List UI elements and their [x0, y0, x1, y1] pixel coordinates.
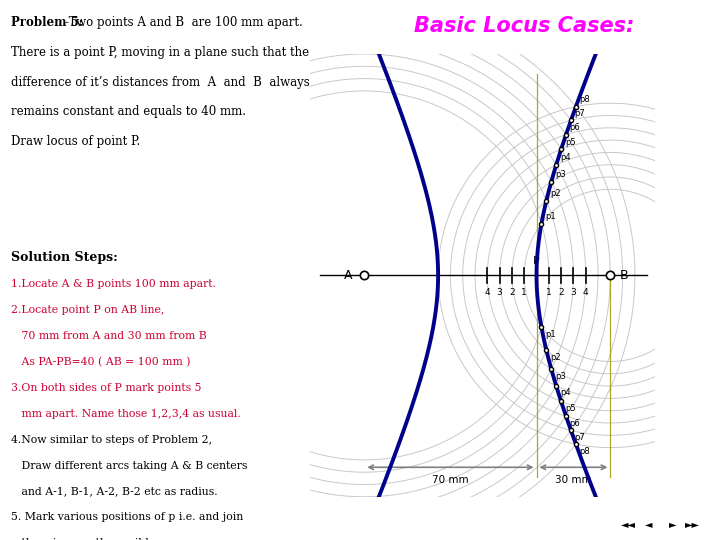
Text: difference of it’s distances from  A  and  B  always: difference of it’s distances from A and … [11, 76, 310, 89]
Text: 70 mm: 70 mm [432, 475, 469, 485]
Text: ◄◄: ◄◄ [621, 519, 636, 529]
Text: p2: p2 [550, 353, 561, 362]
Text: 4: 4 [583, 288, 588, 296]
Text: Basic Locus Cases:: Basic Locus Cases: [414, 16, 634, 36]
Text: p1: p1 [545, 329, 556, 339]
Text: Draw different arcs taking A & B centers: Draw different arcs taking A & B centers [11, 461, 247, 471]
Text: Problem 5:: Problem 5: [11, 16, 87, 29]
Text: 70 mm from A and 30 mm from B: 70 mm from A and 30 mm from B [11, 331, 207, 341]
Text: p2: p2 [550, 189, 561, 198]
Text: 1: 1 [521, 288, 527, 296]
Text: p8: p8 [580, 95, 590, 104]
Text: p1: p1 [545, 212, 556, 221]
Text: p5: p5 [564, 138, 575, 147]
Text: p5: p5 [564, 404, 575, 413]
Text: 2: 2 [509, 288, 515, 296]
Text: 5. Mark various positions of p i.e. and join: 5. Mark various positions of p i.e. and … [11, 512, 243, 523]
Text: There is a point P, moving in a plane such that the: There is a point P, moving in a plane su… [11, 46, 309, 59]
Text: 30 mm: 30 mm [555, 475, 592, 485]
Text: 2.Locate point P on AB line,: 2.Locate point P on AB line, [11, 305, 164, 315]
Text: p8: p8 [580, 447, 590, 456]
Text: Solution Steps:: Solution Steps: [11, 251, 117, 264]
Text: p4: p4 [560, 153, 570, 163]
Text: B: B [620, 269, 629, 282]
Text: p6: p6 [570, 418, 580, 428]
Text: p3: p3 [555, 170, 566, 179]
Text: ►: ► [669, 519, 676, 529]
Text: p4: p4 [560, 388, 570, 397]
Text: Draw locus of point P.: Draw locus of point P. [11, 135, 140, 148]
Text: A: A [343, 269, 352, 282]
Text: them in smooth possible curve.: them in smooth possible curve. [11, 538, 193, 540]
Text: 3: 3 [570, 288, 576, 296]
Text: ►►: ►► [685, 519, 700, 529]
Text: 3: 3 [497, 288, 503, 296]
Text: mm apart. Name those 1,2,3,4 as usual.: mm apart. Name those 1,2,3,4 as usual. [11, 409, 240, 419]
Text: 4.Now similar to steps of Problem 2,: 4.Now similar to steps of Problem 2, [11, 435, 212, 445]
Text: 1.Locate A & B points 100 mm apart.: 1.Locate A & B points 100 mm apart. [11, 279, 216, 289]
Text: remains constant and equals to 40 mm.: remains constant and equals to 40 mm. [11, 105, 246, 118]
Text: -Two points A and B  are 100 mm apart.: -Two points A and B are 100 mm apart. [65, 16, 302, 29]
Text: P: P [533, 255, 540, 266]
Text: and A-1, B-1, A-2, B-2 etc as radius.: and A-1, B-1, A-2, B-2 etc as radius. [11, 487, 217, 497]
Text: p3: p3 [555, 372, 566, 381]
Text: p7: p7 [575, 433, 585, 442]
Text: p6: p6 [570, 123, 580, 132]
Text: 4: 4 [485, 288, 490, 296]
Text: 2: 2 [558, 288, 564, 296]
Text: p7: p7 [575, 109, 585, 118]
Text: 3.On both sides of P mark points 5: 3.On both sides of P mark points 5 [11, 383, 202, 393]
Text: ◄: ◄ [644, 519, 652, 529]
Text: As PA-PB=40 ( AB = 100 mm ): As PA-PB=40 ( AB = 100 mm ) [11, 357, 190, 367]
Text: 1: 1 [546, 288, 552, 296]
